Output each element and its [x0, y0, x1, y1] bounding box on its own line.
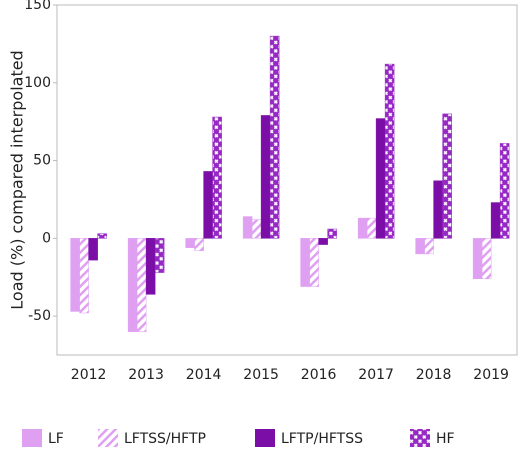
- x-tick-label: 2018: [416, 367, 452, 383]
- bar: [212, 116, 222, 239]
- bar: [88, 238, 98, 261]
- bar: [185, 238, 195, 248]
- bar: [136, 238, 147, 332]
- x-tick-label: 2013: [128, 367, 164, 383]
- bar: [318, 238, 328, 245]
- y-tick-label: 50: [33, 153, 51, 169]
- plot-frame: [56, 4, 518, 356]
- bar: [481, 238, 492, 280]
- bar: [203, 171, 213, 239]
- bar: [415, 238, 425, 255]
- x-tick-label: 2017: [358, 367, 394, 383]
- bar: [357, 217, 368, 239]
- bar: [433, 180, 443, 239]
- bar: [384, 63, 395, 239]
- bar: [490, 202, 501, 239]
- legend-swatch: [22, 429, 42, 447]
- x-tick-label: 2015: [243, 367, 279, 383]
- bar: [499, 143, 510, 239]
- x-tick-label: 2014: [186, 367, 222, 383]
- bar: [194, 238, 204, 252]
- legend-swatch: [255, 429, 275, 447]
- y-axis-title: Load (%) compared interpolated: [8, 50, 27, 309]
- bar: [242, 216, 253, 239]
- y-tick-label: 0: [42, 230, 51, 246]
- bar: [145, 238, 156, 295]
- bar: [472, 238, 483, 280]
- legend-label: LFTSS/HFTP: [124, 431, 206, 447]
- bar: [366, 217, 377, 239]
- legend-swatch: [410, 429, 430, 447]
- x-tick-label: 2016: [301, 367, 337, 383]
- bar: [260, 115, 271, 239]
- bar: [154, 238, 165, 273]
- legend-label: LFTP/HFTSS: [281, 431, 363, 447]
- y-tick-label: 100: [24, 75, 51, 91]
- legend-swatch: [98, 429, 118, 447]
- bar: [269, 35, 280, 239]
- legend-label: HF: [436, 431, 455, 447]
- bar: [375, 118, 386, 239]
- bar: [327, 228, 337, 239]
- bar: [309, 238, 319, 287]
- y-tick-label: -50: [28, 308, 51, 324]
- y-tick-label: 150: [24, 0, 51, 13]
- bar: [70, 238, 80, 312]
- bar: [424, 238, 434, 255]
- bar: [251, 219, 262, 239]
- bar: [442, 113, 452, 239]
- x-tick-label: 2012: [71, 367, 107, 383]
- bar: [300, 238, 310, 287]
- bar: [79, 238, 89, 314]
- bar: [97, 233, 107, 239]
- x-tick-label: 2019: [473, 367, 509, 383]
- bar: [127, 238, 138, 332]
- legend-label: LF: [48, 431, 64, 447]
